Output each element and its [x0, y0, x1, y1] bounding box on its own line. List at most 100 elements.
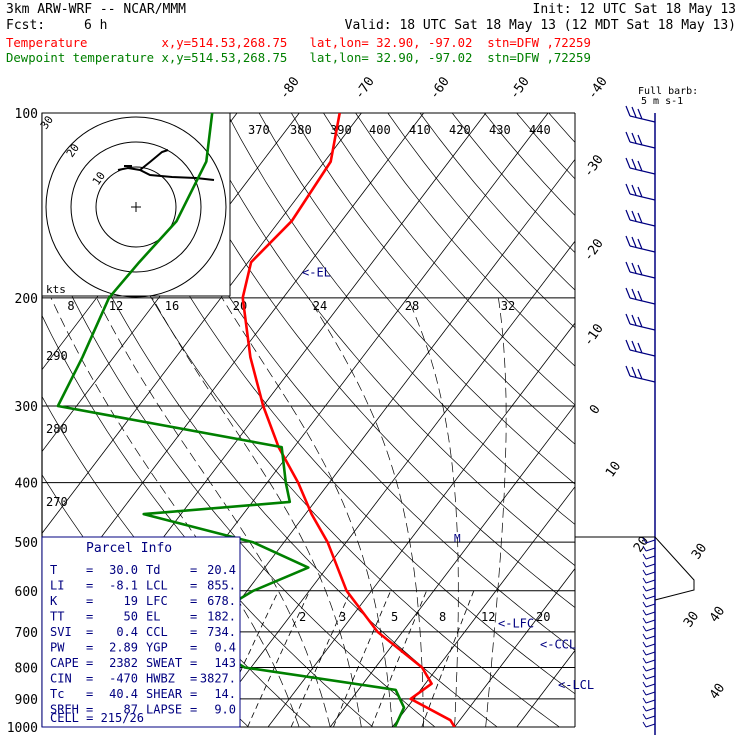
hodograph-axis-label: 16	[165, 299, 179, 313]
wind-barb	[642, 625, 656, 632]
mixing-ratio-label: 2	[299, 610, 306, 624]
parcel-value: -470	[109, 672, 138, 686]
parcel-key: K	[50, 594, 58, 608]
parcel-value: 734.	[207, 625, 236, 639]
parcel-cell: CELL = 215/26	[50, 711, 144, 725]
parcel-value: 2382	[109, 656, 138, 670]
pressure-label: 600	[15, 585, 38, 600]
wind-barb	[642, 545, 656, 552]
isotherm-line	[579, 113, 740, 727]
parcel-value: 14.	[214, 687, 236, 701]
parcel-key: SHEAR	[146, 687, 183, 701]
hodograph-axis-label: 12	[109, 299, 123, 313]
parcel-key: TT	[50, 610, 64, 624]
wind-barb	[642, 697, 656, 704]
wind-barb	[625, 157, 656, 175]
wind-barb	[642, 593, 656, 600]
theta-label: 390	[330, 123, 352, 137]
isotherm-label-top: -60	[427, 74, 453, 102]
barb-scale-title: Full barb:	[638, 86, 698, 97]
barb-scale-value: 5 m s-1	[641, 96, 683, 107]
dry-adiabat	[323, 113, 575, 406]
isotherm-line	[392, 486, 575, 727]
wind-barb	[625, 183, 656, 201]
level-annotation: <-CCL	[540, 638, 576, 652]
hodograph-axis-label: 8	[67, 299, 74, 313]
hodograph-ring-label: 10	[90, 169, 108, 187]
parcel-key: PW	[50, 641, 65, 655]
parcel-eq: =	[190, 672, 197, 686]
theta-label: 410	[409, 123, 431, 137]
theta-label: 430	[489, 123, 511, 137]
wind-barb	[642, 649, 656, 656]
wind-barb	[642, 689, 656, 696]
isotherm-label-right: 20	[631, 534, 652, 555]
wind-barb	[642, 641, 656, 648]
isotherm-label-top: -50	[507, 74, 533, 102]
isotherm-line	[454, 567, 575, 727]
hodograph-trace	[117, 149, 215, 181]
dry-adiabat	[42, 137, 498, 727]
wind-profile-label: 40	[707, 604, 728, 625]
theta-label-left: 270	[46, 495, 68, 509]
wind-profile-label: 30	[689, 541, 710, 562]
parcel-info-frame	[41, 536, 241, 728]
wind-barb	[642, 633, 656, 640]
parcel-value: 0.4	[116, 625, 138, 639]
parcel-eq: =	[86, 656, 93, 670]
hodograph-units: kts	[46, 283, 66, 296]
parcel-eq: =	[190, 625, 197, 639]
pressure-label: 900	[15, 693, 38, 708]
level-annotation: <-LCL	[558, 678, 594, 692]
profiles	[56, 113, 456, 727]
dry-adiabat	[162, 113, 575, 608]
isotherm-line	[329, 404, 575, 727]
parcel-value: 87	[124, 703, 138, 717]
level-annotations: <-EL <-LFC <-CCL <-LCL 20 M	[302, 266, 594, 693]
isotherm-label-right: -20	[581, 236, 607, 264]
wind-barb	[642, 601, 656, 608]
theta-label-left: 280	[46, 422, 68, 436]
parcel-key: CIN	[50, 672, 72, 686]
parcel-value: 40.4	[109, 687, 138, 701]
pressure-label: 300	[15, 400, 38, 415]
dewpoint-profile	[56, 113, 406, 727]
parcel-key: T	[50, 563, 57, 577]
parcel-key: CAPE	[50, 656, 79, 670]
parcel-eq: =	[86, 641, 93, 655]
pressure-label: 100	[15, 107, 38, 122]
temperature-legend: Temperature x,y=514.53,268.75 lat,lon= 3…	[6, 36, 591, 50]
dry-adiabat	[451, 113, 575, 254]
parcel-key: LCL	[146, 579, 168, 593]
parcel-value: 20.4	[207, 563, 236, 577]
dry-adiabat	[419, 113, 575, 291]
parcel-eq: =	[190, 656, 197, 670]
mixing-ratio-label: 12	[481, 610, 495, 624]
parcel-key: YGP	[146, 641, 168, 655]
theta-label: 370	[248, 123, 270, 137]
pressure-label: 200	[15, 292, 38, 307]
isotherm-label-right: -30	[581, 152, 607, 180]
mixing-ratio-line	[421, 590, 475, 727]
model-title: 3km ARW-WRF -- NCAR/MMM	[6, 2, 187, 17]
theta-label: 420	[449, 123, 471, 137]
parcel-key: LI	[50, 579, 64, 593]
parcel-value: 0.4	[214, 641, 236, 655]
wind-barb	[642, 721, 656, 728]
dry-adiabat	[129, 113, 575, 651]
parcel-info-title: Parcel Info	[86, 541, 172, 556]
dry-adiabat	[548, 113, 575, 143]
pressure-label: 800	[15, 661, 38, 676]
init-time: Init: 12 UTC Sat 18 May 13	[532, 2, 737, 17]
dry-adiabat	[516, 113, 575, 180]
hodograph-axis-label: 32	[501, 299, 515, 313]
parcel-eq: =	[190, 641, 197, 655]
parcel-value: 182.	[207, 610, 236, 624]
wind-barb	[642, 673, 656, 680]
parcel-eq: =	[190, 687, 197, 701]
parcel-key: SWEAT	[146, 656, 182, 670]
parcel-value: -8.1	[109, 579, 138, 593]
wind-barb	[625, 261, 656, 279]
isotherm-line	[42, 113, 424, 616]
moist-adiabat	[308, 297, 424, 727]
